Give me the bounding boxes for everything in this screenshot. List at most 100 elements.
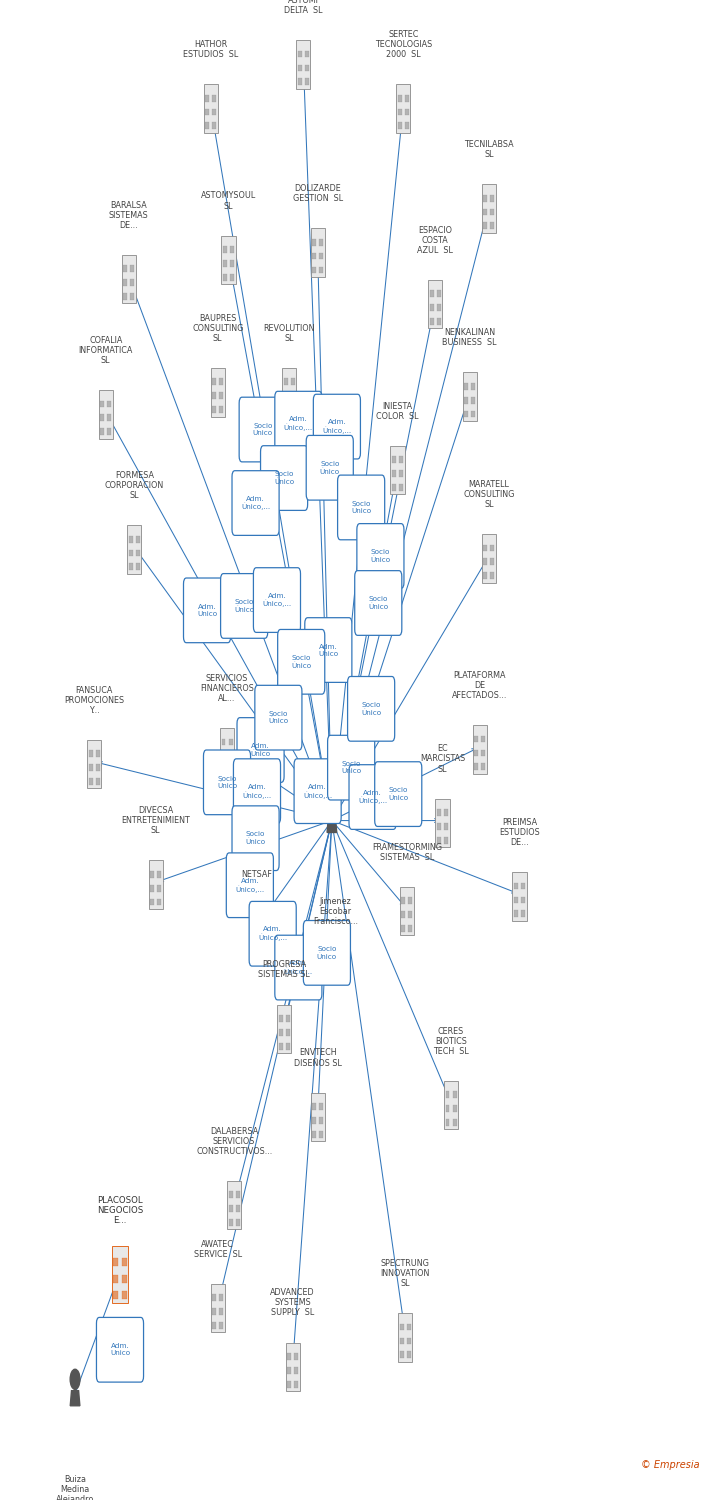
FancyBboxPatch shape [483,573,487,579]
FancyBboxPatch shape [213,1322,216,1329]
FancyBboxPatch shape [312,238,316,246]
FancyBboxPatch shape [521,910,525,916]
Text: FRAMESTORMING
SISTEMAS  SL: FRAMESTORMING SISTEMAS SL [372,843,442,861]
FancyBboxPatch shape [514,897,518,903]
FancyBboxPatch shape [392,471,396,477]
FancyBboxPatch shape [274,392,322,456]
Text: REVOLUTION
SL: REVOLUTION SL [264,324,314,344]
FancyBboxPatch shape [305,64,309,72]
FancyBboxPatch shape [157,885,161,891]
FancyBboxPatch shape [100,414,104,422]
Text: Adm.
Unico: Adm. Unico [318,644,339,657]
Text: Adm.
Único,...: Adm. Único,... [284,417,313,430]
FancyBboxPatch shape [183,578,231,642]
FancyBboxPatch shape [212,94,216,102]
FancyBboxPatch shape [219,1294,223,1300]
FancyBboxPatch shape [219,1322,223,1329]
FancyBboxPatch shape [226,853,274,918]
Text: DALABERSA
SERVICIOS
CONSTRUCTIVOS...: DALABERSA SERVICIOS CONSTRUCTIVOS... [196,1126,272,1155]
Text: PLACOSOL
NEGOCIOS
E...: PLACOSOL NEGOCIOS E... [97,1196,143,1225]
Text: Socio
Único: Socio Único [217,776,237,789]
Text: BARALSA
SISTEMAS
DE...: BARALSA SISTEMAS DE... [108,201,149,229]
FancyBboxPatch shape [482,534,496,582]
FancyBboxPatch shape [229,753,232,759]
Text: © Empresia: © Empresia [641,1461,700,1470]
FancyBboxPatch shape [430,318,434,326]
FancyBboxPatch shape [481,764,485,770]
FancyBboxPatch shape [122,1275,127,1282]
FancyBboxPatch shape [284,378,288,386]
FancyBboxPatch shape [357,524,404,588]
FancyBboxPatch shape [298,78,302,86]
Text: BAUPRES
CONSULTING
SL: BAUPRES CONSULTING SL [192,314,243,344]
FancyBboxPatch shape [392,484,396,490]
FancyBboxPatch shape [437,291,441,297]
FancyBboxPatch shape [305,51,309,57]
FancyBboxPatch shape [407,1352,411,1358]
FancyBboxPatch shape [319,238,323,246]
FancyBboxPatch shape [96,778,100,784]
Text: Socio
Único: Socio Único [253,423,273,436]
Text: PLATAFORMA
DE
AFECTADOS...: PLATAFORMA DE AFECTADOS... [452,670,507,700]
FancyBboxPatch shape [97,1317,143,1382]
FancyBboxPatch shape [405,94,408,102]
FancyBboxPatch shape [474,735,478,742]
FancyBboxPatch shape [521,897,525,903]
FancyBboxPatch shape [107,414,111,422]
FancyBboxPatch shape [446,1119,449,1126]
FancyBboxPatch shape [481,750,485,756]
Text: Adm.
Único,...: Adm. Único,... [303,784,332,798]
FancyBboxPatch shape [123,292,127,300]
Text: INIESTA
COLOR  SL: INIESTA COLOR SL [376,402,419,420]
FancyBboxPatch shape [89,778,92,784]
FancyBboxPatch shape [221,236,236,284]
Text: Adm.
Unico: Adm. Unico [197,604,217,616]
FancyBboxPatch shape [229,738,232,746]
FancyBboxPatch shape [464,411,468,417]
FancyBboxPatch shape [312,1118,316,1124]
FancyBboxPatch shape [114,1275,118,1282]
Text: Adm.
Único,...: Adm. Único,... [262,592,291,608]
FancyBboxPatch shape [513,871,526,921]
FancyBboxPatch shape [398,1312,413,1362]
Text: Socio
Único: Socio Único [371,549,390,562]
FancyBboxPatch shape [453,1119,456,1126]
FancyBboxPatch shape [284,406,288,412]
FancyBboxPatch shape [122,255,135,303]
Text: Adm.
Único,...: Adm. Único,... [241,495,270,510]
FancyBboxPatch shape [408,926,412,932]
Text: FORMESA
CORPORACION
SL: FORMESA CORPORACION SL [105,471,164,500]
FancyBboxPatch shape [392,456,396,464]
FancyBboxPatch shape [229,1191,233,1198]
FancyBboxPatch shape [219,378,223,386]
FancyBboxPatch shape [401,897,405,904]
FancyBboxPatch shape [212,123,216,129]
FancyBboxPatch shape [277,1005,291,1053]
FancyBboxPatch shape [253,567,301,633]
FancyBboxPatch shape [290,393,295,399]
FancyBboxPatch shape [258,915,263,922]
FancyBboxPatch shape [282,368,296,417]
FancyBboxPatch shape [100,400,104,408]
FancyBboxPatch shape [219,393,223,399]
Text: Socio
Único: Socio Único [274,471,294,484]
FancyBboxPatch shape [100,429,104,435]
FancyBboxPatch shape [319,1102,323,1110]
FancyBboxPatch shape [399,471,403,477]
FancyBboxPatch shape [311,1092,325,1142]
FancyBboxPatch shape [213,378,216,386]
FancyBboxPatch shape [349,765,396,830]
FancyBboxPatch shape [251,928,256,936]
Text: HATHOR
ESTUDIOS  SL: HATHOR ESTUDIOS SL [183,40,238,58]
FancyBboxPatch shape [279,1042,282,1050]
FancyBboxPatch shape [491,209,494,216]
FancyBboxPatch shape [437,824,441,830]
FancyBboxPatch shape [99,390,113,438]
FancyBboxPatch shape [472,724,486,774]
FancyBboxPatch shape [290,378,295,386]
FancyBboxPatch shape [491,195,494,201]
Text: COFALIA
INFORMATICA
SL: COFALIA INFORMATICA SL [79,336,133,364]
FancyBboxPatch shape [251,944,256,950]
FancyBboxPatch shape [319,1118,323,1124]
FancyBboxPatch shape [210,1284,225,1332]
